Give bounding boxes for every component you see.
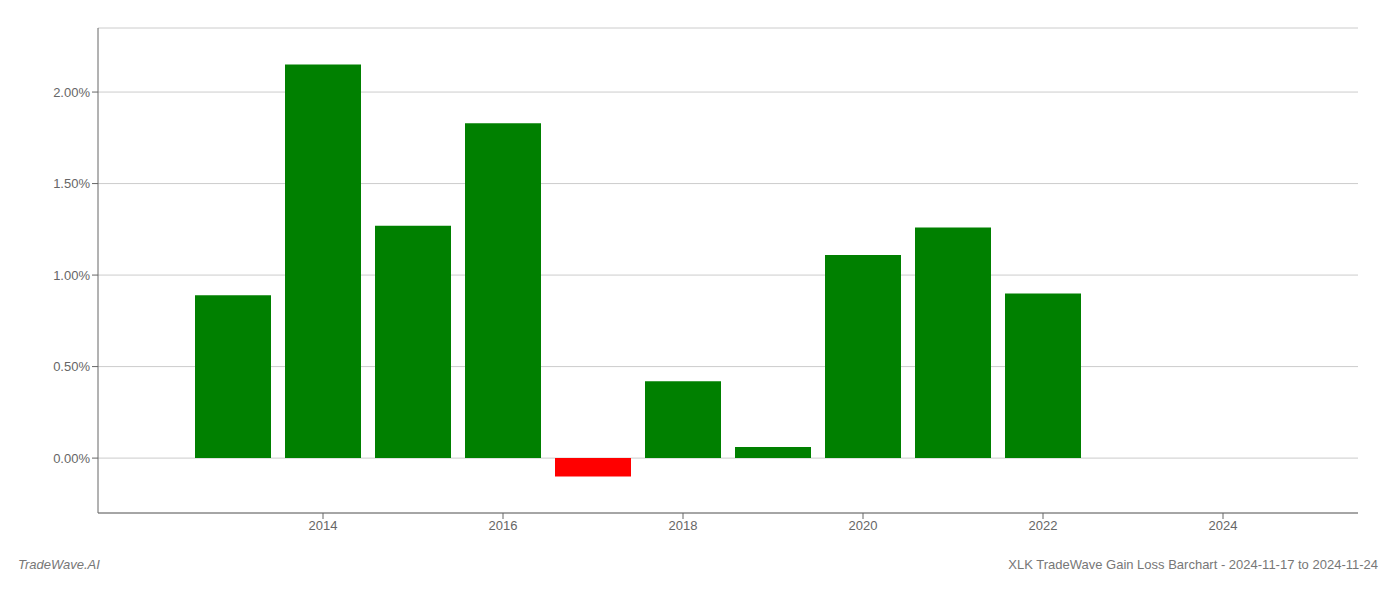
html-text:TradeWave.AI: TradeWave.AI bbox=[18, 557, 100, 572]
svg-text:2016: 2016 bbox=[489, 518, 518, 533]
svg-text:1.50%: 1.50% bbox=[53, 176, 90, 191]
svg-text:2018: 2018 bbox=[669, 518, 698, 533]
svg-text:2014: 2014 bbox=[309, 518, 338, 533]
svg-text:2024: 2024 bbox=[1209, 518, 1238, 533]
html-text:XLK TradeWave Gain Loss Barcha: XLK TradeWave Gain Loss Barchart - 2024-… bbox=[1008, 557, 1378, 572]
svg-text:0.00%: 0.00% bbox=[53, 451, 90, 466]
svg-text:1.00%: 1.00% bbox=[53, 268, 90, 283]
svg-text:2022: 2022 bbox=[1029, 518, 1058, 533]
svg-text:2.00%: 2.00% bbox=[53, 85, 90, 100]
svg-text:0.50%: 0.50% bbox=[53, 359, 90, 374]
svg-text:2020: 2020 bbox=[849, 518, 878, 533]
